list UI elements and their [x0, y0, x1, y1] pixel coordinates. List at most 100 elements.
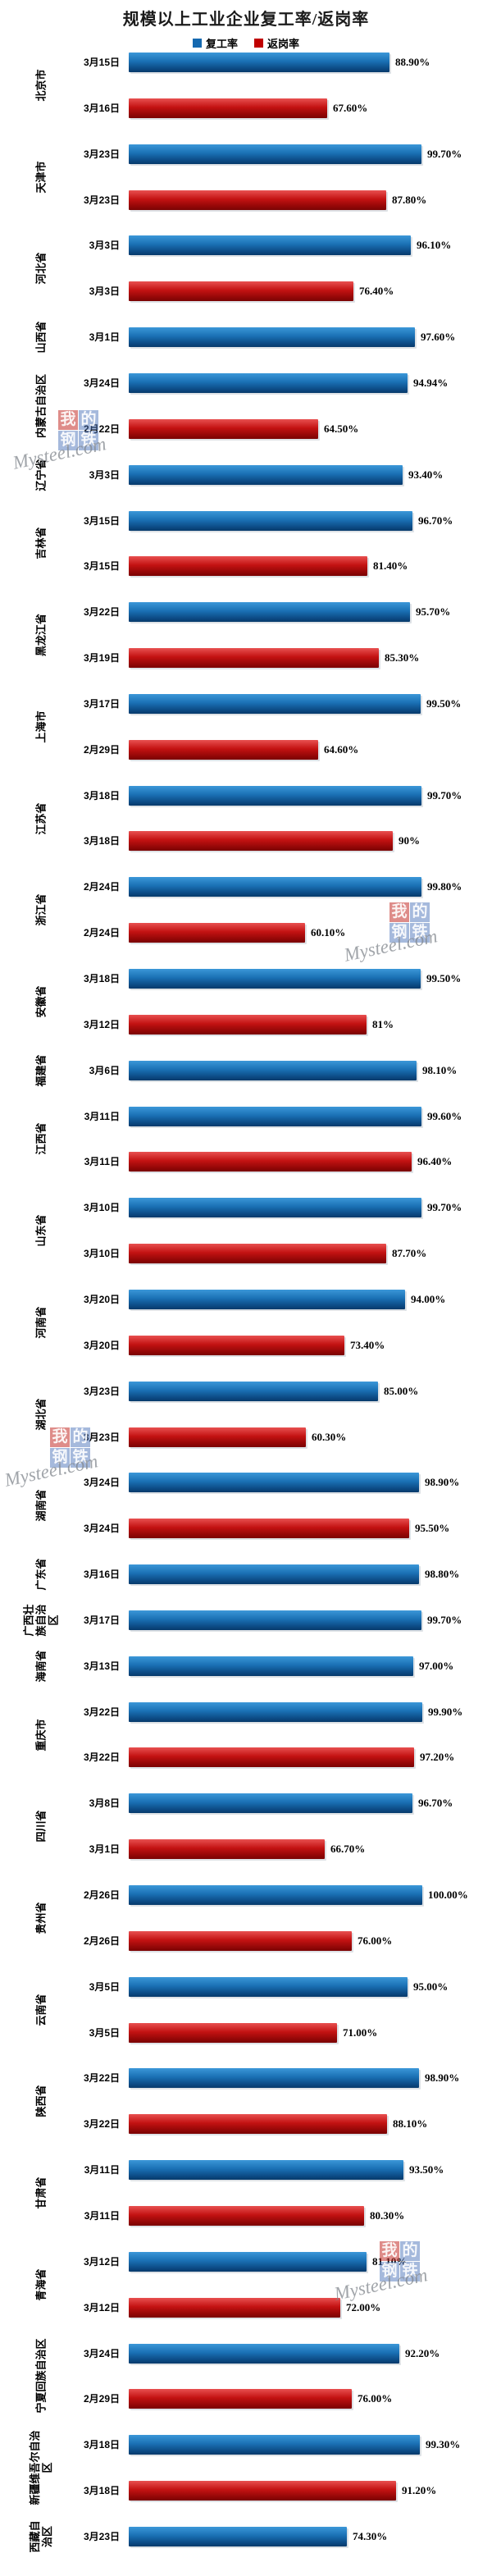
resumption-rate-bar [129, 1564, 419, 1585]
return-rate-bar [129, 190, 386, 210]
date-label: 2月24日 [83, 881, 120, 893]
date-label: 3月17日 [83, 1614, 120, 1626]
date-label: 2月26日 [83, 1889, 120, 1901]
province-label: 四川省 [34, 1810, 48, 1843]
province-label: 西藏自 治区 [29, 2520, 53, 2553]
return-rate-bar [129, 281, 353, 302]
return-rate-bar [129, 1244, 386, 1264]
value-label: 71.00% [343, 2026, 378, 2039]
return-rate-bar [129, 648, 379, 669]
date-label: 3月18日 [83, 2439, 120, 2451]
return-rate-bar [129, 923, 305, 943]
value-label: 73.40% [350, 1338, 385, 1351]
value-label: 96.70% [418, 514, 453, 527]
date-label: 3月8日 [89, 1797, 120, 1810]
province-label: 安徽省 [34, 985, 48, 1018]
date-label: 3月22日 [83, 606, 120, 619]
date-label: 3月23日 [83, 194, 120, 206]
resumption-rate-bar [129, 1885, 422, 1905]
value-label: 94.94% [413, 376, 449, 389]
value-label: 64.50% [324, 422, 359, 435]
province-label: 湖北省 [34, 1398, 48, 1431]
value-label: 80.30% [370, 2208, 405, 2222]
value-label: 99.70% [427, 1613, 462, 1626]
date-label: 3月20日 [83, 1339, 120, 1351]
value-label: 81.40% [373, 560, 408, 573]
resumption-rate-bar [129, 2526, 347, 2546]
date-label: 3月15日 [83, 57, 120, 68]
date-label: 3月1日 [89, 331, 120, 344]
value-label: 92.20% [405, 2346, 440, 2359]
value-label: 95.70% [416, 605, 451, 619]
legend-swatch-blue [192, 39, 202, 48]
province-label: 山东省 [34, 1214, 48, 1247]
province-label: 浙江省 [34, 893, 48, 926]
date-label: 3月18日 [83, 789, 120, 802]
value-label: 76.40% [359, 285, 394, 298]
date-label: 3月23日 [83, 2530, 120, 2542]
value-label: 99.70% [427, 788, 462, 802]
date-label: 3月22日 [83, 1752, 120, 1764]
return-rate-bar [129, 98, 327, 118]
return-rate-bar [129, 2481, 396, 2501]
value-label: 90% [399, 834, 420, 847]
date-label: 2月29日 [83, 743, 120, 756]
mysteel-domain-text: Mysteel.com [342, 925, 440, 966]
return-rate-bar [129, 1335, 344, 1355]
date-label: 3月18日 [83, 2485, 120, 2497]
mysteel-logo-tile: 铁 [71, 1448, 90, 1468]
province-label: 宁夏回族自治区 [34, 2338, 48, 2414]
date-label: 3月13日 [83, 1660, 120, 1672]
resumption-rate-bar [129, 1701, 422, 1722]
return-rate-bar [129, 2297, 340, 2318]
province-label: 上海市 [34, 710, 48, 743]
chart-legend: 复工率 返岗率 [0, 35, 492, 51]
value-label: 60.10% [311, 926, 346, 939]
value-label: 99.60% [427, 1109, 462, 1122]
mysteel-logo-tile: 的 [410, 902, 430, 922]
legend-label-resumption-rate: 复工率 [205, 38, 238, 50]
resumption-rate-bar [129, 602, 410, 623]
resumption-rate-bar [129, 464, 403, 485]
value-label: 66.70% [330, 1843, 366, 1856]
chart-title: 规模以上工业企业复工率/返岗率 [122, 11, 370, 29]
value-label: 96.40% [417, 1155, 453, 1168]
value-label: 99.50% [426, 697, 462, 710]
resumption-rate-bar [129, 1381, 378, 1401]
value-label: 94.00% [411, 1292, 446, 1305]
value-label: 95.00% [413, 1980, 449, 1993]
value-label: 67.60% [333, 101, 368, 114]
province-label: 河北省 [34, 252, 48, 285]
date-label: 3月11日 [84, 2164, 120, 2176]
return-rate-bar [129, 2022, 337, 2043]
date-label: 2月29日 [83, 2393, 120, 2405]
province-label: 江西省 [34, 1122, 48, 1155]
return-rate-bar [129, 418, 318, 439]
date-label: 3月5日 [89, 2026, 120, 2039]
province-label: 河南省 [34, 1306, 48, 1339]
date-label: 3月16日 [83, 102, 120, 114]
resumption-rate-bar [129, 969, 421, 989]
date-label: 3月23日 [83, 148, 120, 160]
resumption-rate-bar [129, 2068, 419, 2089]
province-label: 江苏省 [34, 802, 48, 835]
province-label: 内蒙古自治区 [34, 373, 48, 438]
date-label: 3月15日 [83, 560, 120, 573]
value-label: 96.10% [417, 239, 452, 252]
value-label: 97.20% [420, 1751, 455, 1764]
date-label: 3月18日 [83, 973, 120, 984]
date-label: 3月1日 [89, 1843, 120, 1856]
date-label: 3月12日 [83, 2301, 120, 2313]
province-label: 贵州省 [34, 1902, 48, 1934]
province-label: 福建省 [34, 1054, 48, 1087]
return-rate-bar [129, 1930, 352, 1951]
return-rate-bar [129, 1152, 412, 1172]
province-label: 广西壮 族自治 区 [22, 1604, 60, 1637]
date-label: 3月12日 [83, 2255, 120, 2268]
date-label: 3月6日 [89, 1064, 120, 1076]
value-label: 64.60% [324, 742, 359, 756]
province-label: 云南省 [34, 1994, 48, 2026]
value-label: 97.00% [419, 1659, 454, 1672]
date-label: 3月10日 [83, 1202, 120, 1214]
